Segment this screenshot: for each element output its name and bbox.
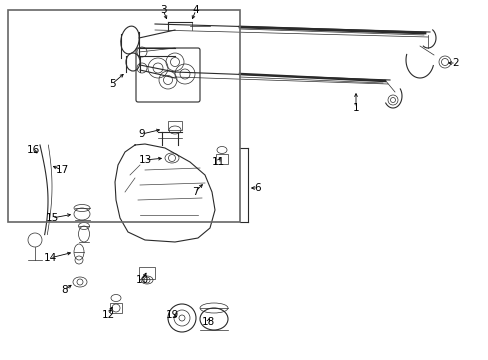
Text: 17: 17 bbox=[55, 165, 68, 175]
Text: 3: 3 bbox=[160, 5, 166, 15]
Text: 16: 16 bbox=[26, 145, 40, 155]
Text: 5: 5 bbox=[108, 79, 115, 89]
Text: 13: 13 bbox=[138, 155, 151, 165]
Bar bbox=[8, 10, 240, 222]
Text: 14: 14 bbox=[43, 253, 57, 263]
Text: 10: 10 bbox=[135, 275, 148, 285]
Text: 19: 19 bbox=[165, 310, 178, 320]
Text: 9: 9 bbox=[139, 129, 145, 139]
Text: 12: 12 bbox=[101, 310, 114, 320]
Text: 1: 1 bbox=[352, 103, 359, 113]
Text: 4: 4 bbox=[192, 5, 199, 15]
Text: 6: 6 bbox=[254, 183, 261, 193]
Text: 7: 7 bbox=[191, 187, 198, 197]
Text: 8: 8 bbox=[61, 285, 68, 295]
Text: 11: 11 bbox=[211, 157, 224, 167]
Text: 18: 18 bbox=[201, 317, 214, 327]
Text: 2: 2 bbox=[452, 58, 458, 68]
Text: 15: 15 bbox=[45, 213, 59, 223]
